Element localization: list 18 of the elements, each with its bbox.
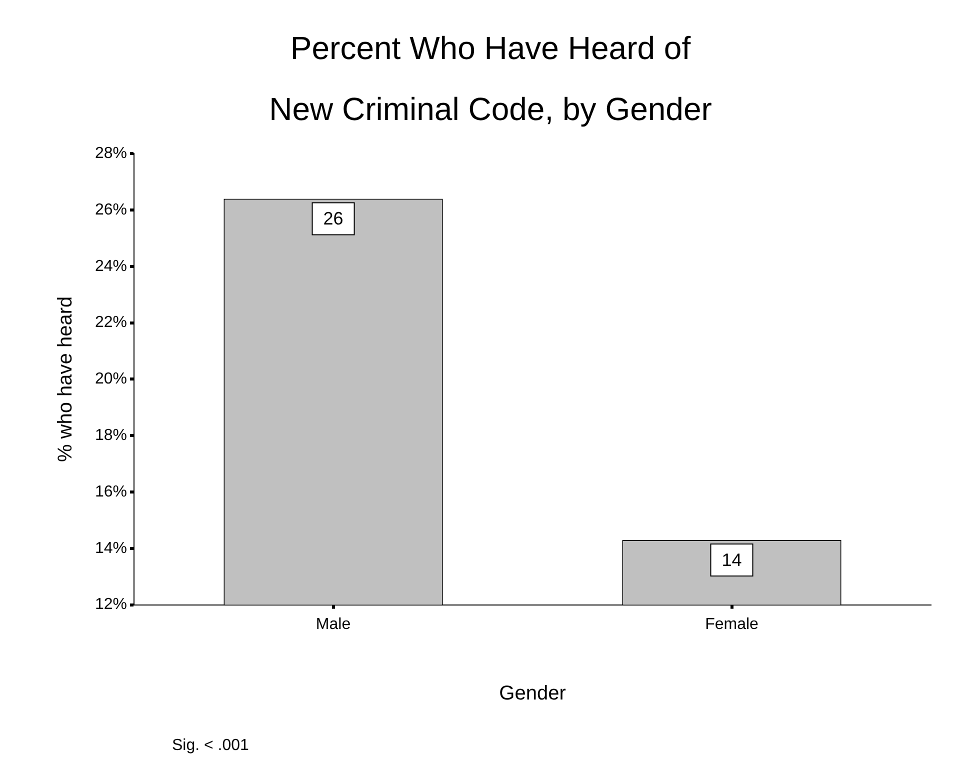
y-tick-label: 26% bbox=[94, 201, 128, 218]
y-tick-label: 18% bbox=[94, 427, 128, 444]
y-tick-label: 14% bbox=[94, 540, 128, 557]
x-tick-label: Female bbox=[705, 616, 759, 633]
text: Percent Who Have Heard of bbox=[290, 30, 691, 66]
y-tick-label: 28% bbox=[94, 145, 128, 162]
y-tick-label: 20% bbox=[94, 370, 128, 388]
text: Sig. < .001 bbox=[172, 737, 250, 754]
y-tick-label: 24% bbox=[94, 258, 128, 275]
y-tick-label: 12% bbox=[94, 596, 128, 614]
data-label: 14 bbox=[722, 550, 742, 570]
y-tick-label: 16% bbox=[94, 483, 128, 500]
x-axis-title: Gender bbox=[499, 682, 566, 705]
data-label: 26 bbox=[323, 208, 344, 229]
y-axis-title: % who have heard bbox=[54, 296, 77, 462]
text: New Criminal Code, by Gender bbox=[269, 91, 712, 128]
x-tick-label: Male bbox=[316, 616, 351, 633]
y-tick-label: 22% bbox=[94, 314, 128, 332]
